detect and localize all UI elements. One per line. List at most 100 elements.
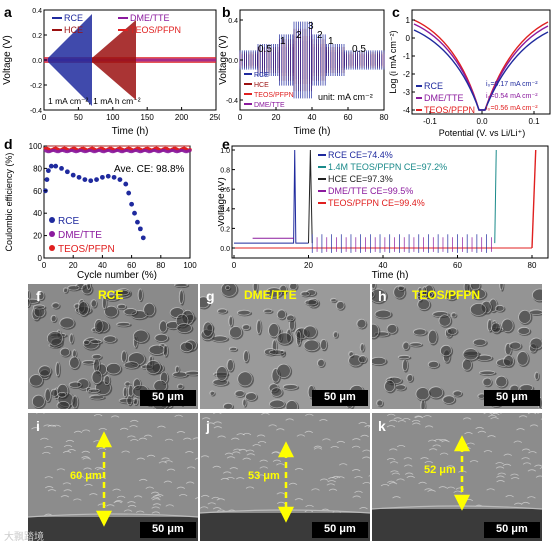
panel-d-legend-rce: RCE [58,216,79,227]
a-yt-tick-2: 0.0 [32,58,42,65]
c-xt-tick-1: 0.0 [476,117,488,126]
panel-letter-g: g [206,288,215,304]
panel-c-ylabel: Log (i mA cm⁻²) [388,30,398,93]
c-yt-tick-3: -2 [403,70,411,79]
panel-letter-i: i [36,418,40,434]
panel-letter-f: f [36,288,41,304]
panel-c-i0-2: i₀=0.56 mA cm⁻² [486,105,538,112]
a-xt-tick-0: 0 [42,113,47,122]
panel-e-chart: Voltage (V) Time (h) 0 20 40 60 80 0.0 0.2 0.4 0… [218,145,549,281]
scale-bar-h [484,390,540,406]
panel-letter-e: e [222,136,230,152]
c-yt-tick-4: -3 [403,88,411,97]
panel-e-legend-teos14: 1.4M TEOS/PFPN CE=97.2% [328,162,447,172]
e-xt-tick-3: 60 [453,261,462,270]
scale-bar-i-text: 50 μm [152,523,184,535]
sem-image-i [28,413,198,541]
panel-a-yticks: -0.4 -0.2 0.0 0.2 0.4 [30,8,47,115]
panel-d-frame [43,145,191,259]
panel-e-legend-dmette: DME/TTE CE=99.5% [328,186,413,196]
b-xt-tick-1: 20 [272,113,281,122]
panel-c-legend-rce: RCE [424,81,443,91]
scale-bar-f [140,390,196,406]
d-yt-tick-0: 0 [38,254,43,263]
panel-b-rate-0: 0.5 [258,44,272,55]
panel-letter-d: d [4,136,13,152]
panel-d-chart: Coulombic efficiency (%) Cycle number (%… [4,142,197,281]
sem-image-g [200,284,370,409]
sem-image-h [372,284,542,409]
panel-d-legend-teos: TEOS/PFPN [58,244,115,255]
panel-letter-j: j [206,418,210,434]
b-xt-tick-3: 60 [344,113,353,122]
panel-d-ylabel: Coulombic efficiency (%) [4,153,14,252]
d-yt-tick-1: 20 [33,232,42,241]
thickness-label-i: 60 μm [70,470,102,482]
e-yt-tick-1: 0.2 [220,226,230,233]
b-yt-tick-2: 0.4 [228,18,238,25]
a-xt-tick-4: 200 [175,113,189,122]
panel-c-xlabel: Potential (V. vs Li/Li⁺) [439,128,525,138]
panel-d-note: Ave. CE: 98.8% [114,164,185,175]
scale-bar-g-text: 50 μm [324,391,356,403]
scale-bar-j [312,522,368,538]
a-yt-tick-3: 0.2 [32,33,42,40]
sem-label-rce: RCE [98,288,124,302]
d-xt-tick-2: 40 [98,261,107,270]
panel-a-note: 1 mA cm⁻², 1 mA h cm⁻² [48,96,141,106]
panel-b-unit: unit: mA cm⁻² [318,92,373,102]
b-yt-tick-1: 0.0 [228,58,238,65]
panel-b-legend-dmette: DME/TTE [254,102,285,109]
panel-b-signal [239,21,385,99]
panel-a-legend-rce: RCE [64,13,83,23]
panel-b-rate-2: 2 [296,30,302,41]
panel-a-xticks: 0 50 100 150 200 250 [42,107,220,122]
panel-e-legend-rce: RCE CE=74.4% [328,150,393,160]
b-xt-tick-2: 40 [308,113,317,122]
panel-b-ylabel: Voltage (V) [218,35,229,84]
d-yt-tick-5: 100 [29,142,43,151]
b-yt-tick-0: -0.4 [226,98,238,105]
panel-a-signal [44,14,216,106]
c-yt-tick-5: -4 [403,106,411,115]
scale-bar-k-text: 50 μm [496,523,528,535]
e-yt-tick-3: 0.6 [220,187,230,194]
scale-bar-g [312,390,368,406]
a-yt-tick-4: 0.4 [32,8,42,15]
panel-c-legend-dmette: DME/TTE [424,93,464,103]
panel-e-legend-hce: HCE CE=97.3% [328,174,393,184]
scale-bar-h-text: 50 μm [496,391,528,403]
panel-b-rate-1: 1 [280,36,286,47]
panel-b-rate-6: 0.5 [352,44,366,55]
c-yt-tick-0: 1 [406,16,411,25]
scale-bar-k [484,522,540,538]
a-yt-tick-0: -0.4 [30,108,42,115]
panel-c-i0-1: i₀=0.54 mA cm⁻² [486,93,538,100]
scale-bar-i [140,522,196,538]
panel-b-rate-4: 2 [317,30,323,41]
e-xt-tick-2: 40 [379,261,388,270]
sem-image-k [372,413,542,541]
scale-bar-f-text: 50 μm [152,391,184,403]
d-xt-tick-5: 100 [183,261,197,270]
panel-b-xlabel: Time (h) [294,126,331,137]
panel-d-legend-dmette: DME/TTE [58,230,102,241]
b-xt-tick-0: 0 [238,113,243,122]
d-yt-tick-2: 40 [33,209,42,218]
a-xt-tick-2: 100 [106,113,120,122]
d-yt-tick-4: 80 [33,164,42,173]
panel-letter-c: c [392,4,400,20]
panel-letter-b: b [222,4,231,20]
scale-bar-j-text: 50 μm [324,523,356,535]
panel-letter-k: k [378,418,386,434]
e-yt-tick-2: 0.4 [220,207,230,214]
panel-c-chart: Log (i mA cm⁻²) Potential (V. vs Li/Li⁺)… [388,9,551,138]
a-yt-tick-1: -0.2 [30,83,42,90]
panel-b-legend-rce: RCE [254,72,269,79]
c-yt-tick-2: -1 [403,52,411,61]
thickness-label-j: 53 μm [248,470,280,482]
d-xt-tick-0: 0 [42,261,47,270]
sem-label-teos: TEOS/PFPN [412,288,481,302]
e-yt-tick-5: 1.0 [220,148,230,155]
panel-b-rate-5: 1 [328,36,334,47]
